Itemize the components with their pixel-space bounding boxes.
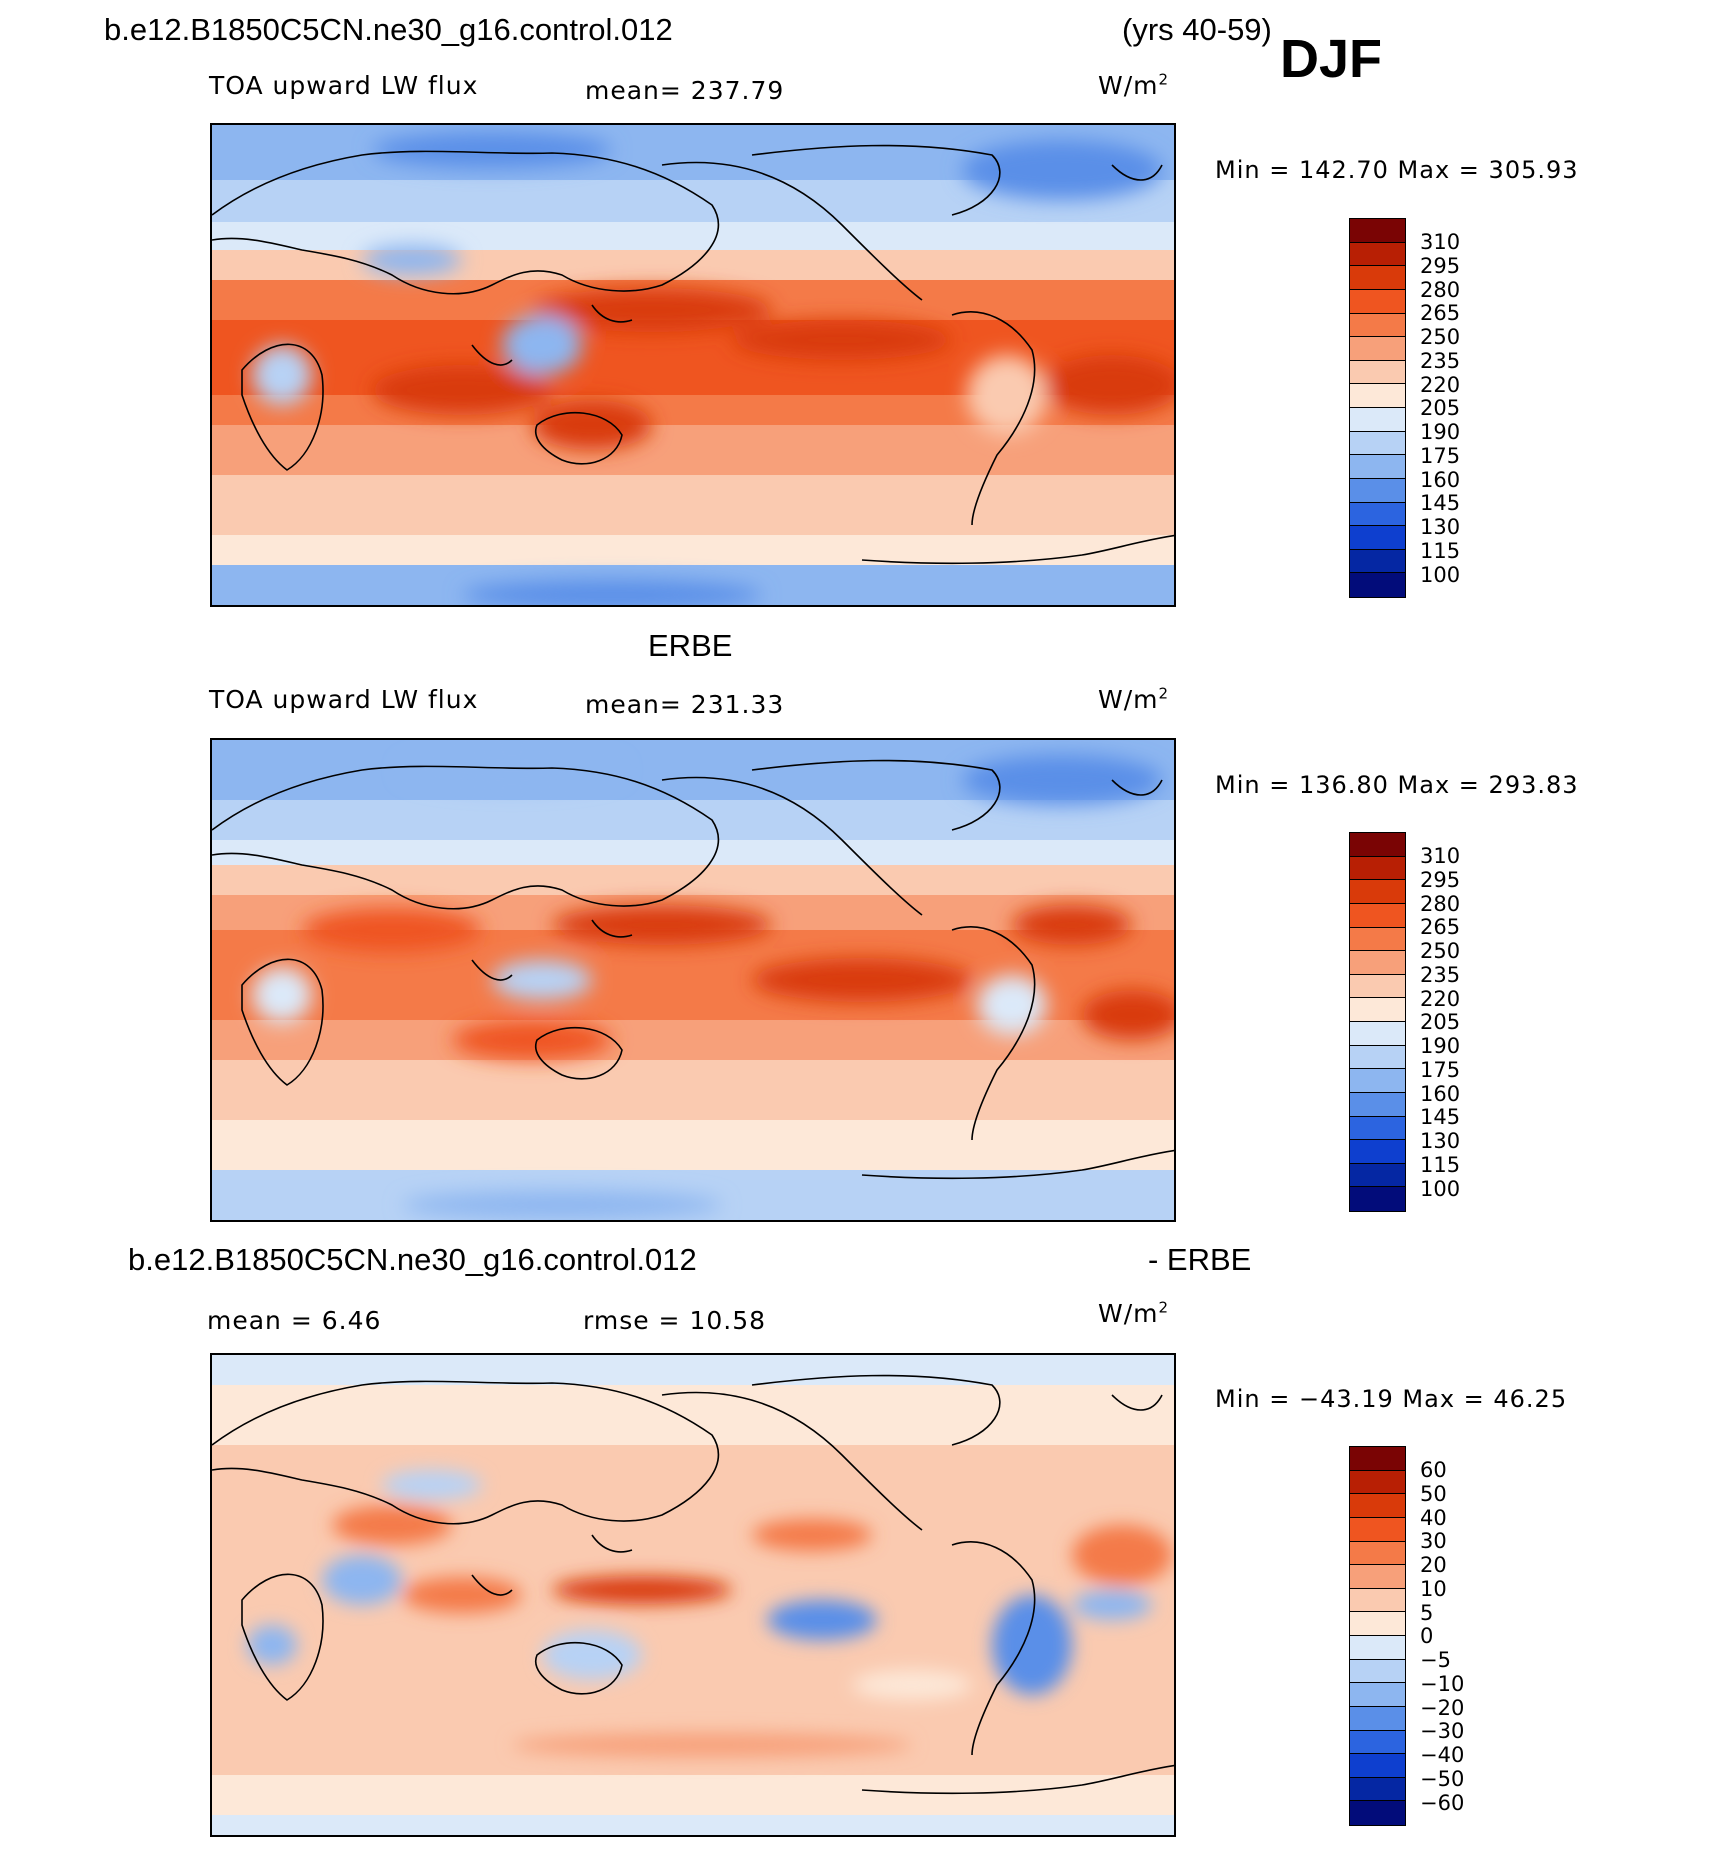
panel3-units: W/m2 (1098, 1298, 1170, 1328)
tick-label: 130 (1420, 1129, 1461, 1153)
tick-label: 20 (1420, 1553, 1447, 1577)
tick-label: 60 (1420, 1458, 1447, 1482)
tick-label: 205 (1420, 1010, 1461, 1035)
panel3-title-left: b.e12.B1850C5CN.ne30_g16.control.012 (128, 1242, 697, 1277)
tick-label: 265 (1420, 301, 1461, 326)
case-title: b.e12.B1850C5CN.ne30_g16.control.012 (104, 12, 673, 47)
tick-label: 10 (1420, 1576, 1447, 1601)
tick-label: 295 (1420, 253, 1461, 278)
tick-label: 175 (1420, 1057, 1461, 1082)
tick-label: 265 (1420, 915, 1461, 940)
tick-label: −10 (1420, 1671, 1465, 1696)
tick-label: 295 (1420, 867, 1461, 892)
tick-label: 115 (1420, 538, 1461, 563)
tick-label: 175 (1420, 443, 1461, 468)
tick-label: −60 (1420, 1790, 1465, 1815)
tick-label: 40 (1420, 1505, 1447, 1530)
years-label: (yrs 40-59) (1122, 12, 1272, 47)
panel2-title: ERBE (648, 628, 733, 663)
panel2-minmax: Min = 136.80 Max = 293.83 (1215, 771, 1579, 799)
tick-label: 145 (1420, 1105, 1461, 1130)
tick-label: 30 (1420, 1529, 1447, 1554)
panel3-rmse: rmse = 10.58 (583, 1306, 767, 1335)
tick-label: 160 (1420, 467, 1461, 492)
tick-label: 310 (1420, 844, 1461, 868)
tick-label: −50 (1420, 1766, 1465, 1791)
tick-label: 100 (1420, 562, 1461, 587)
tick-label: 0 (1420, 1624, 1434, 1649)
tick-label: −30 (1420, 1719, 1465, 1744)
tick-label: −20 (1420, 1695, 1465, 1720)
tick-label: 115 (1420, 1152, 1461, 1177)
panel1-mean: mean= 237.79 (585, 76, 785, 105)
tick-label: 145 (1420, 491, 1461, 516)
tick-label: 250 (1420, 939, 1461, 963)
panel1-variable: TOA upward LW flux (209, 71, 479, 100)
tick-label: −5 (1420, 1648, 1451, 1672)
panel3-mean: mean = 6.46 (207, 1306, 382, 1335)
tick-label: 100 (1420, 1176, 1461, 1201)
panel1-units: W/m2 (1098, 70, 1170, 100)
tick-label: 280 (1420, 891, 1461, 916)
panel2-units: W/m2 (1098, 684, 1170, 714)
tick-label: 205 (1420, 396, 1461, 421)
tick-label: 50 (1420, 1481, 1447, 1506)
tick-label: 220 (1420, 986, 1461, 1011)
panel3-minmax: Min = −43.19 Max = 46.25 (1215, 1385, 1568, 1413)
tick-label: 190 (1420, 1034, 1461, 1058)
tick-label: 310 (1420, 230, 1461, 254)
panel3-title-right: - ERBE (1148, 1242, 1252, 1277)
panel3-map (210, 1353, 1176, 1837)
tick-label: 220 (1420, 372, 1461, 397)
panel1-map (210, 123, 1176, 607)
panel2-variable: TOA upward LW flux (209, 685, 479, 714)
tick-label: 5 (1420, 1600, 1434, 1625)
tick-label: 160 (1420, 1081, 1461, 1106)
panel1-colorbar (1349, 218, 1406, 598)
season-label: DJF (1280, 29, 1383, 89)
panel3-colorbar (1349, 1446, 1406, 1826)
tick-label: 280 (1420, 277, 1461, 302)
tick-label: 250 (1420, 325, 1461, 349)
tick-label: 235 (1420, 348, 1461, 373)
panel2-colorbar (1349, 832, 1406, 1212)
tick-label: 235 (1420, 962, 1461, 987)
panel2-map (210, 738, 1176, 1222)
panel1-minmax: Min = 142.70 Max = 305.93 (1215, 156, 1579, 184)
tick-label: −40 (1420, 1743, 1465, 1767)
tick-label: 190 (1420, 420, 1461, 444)
panel2-mean: mean= 231.33 (585, 690, 785, 719)
tick-label: 130 (1420, 515, 1461, 539)
